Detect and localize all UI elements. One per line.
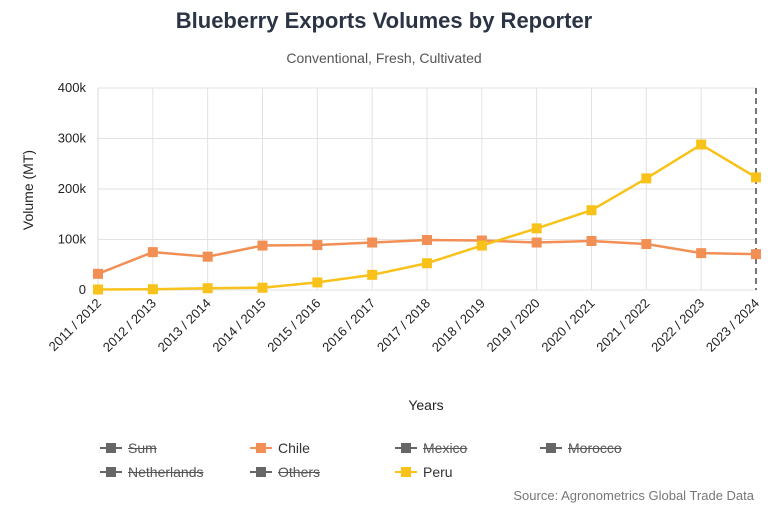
y-tick-label: 100k xyxy=(58,232,87,247)
data-point-peru[interactable] xyxy=(257,282,268,293)
data-point-chile[interactable] xyxy=(531,237,542,248)
x-tick-label: 2023 / 2024 xyxy=(703,296,762,355)
data-point-peru[interactable] xyxy=(476,240,487,251)
data-point-chile[interactable] xyxy=(641,239,652,250)
data-point-peru[interactable] xyxy=(531,223,542,234)
data-point-chile[interactable] xyxy=(367,237,378,248)
chart-subtitle: Conventional, Fresh, Cultivated xyxy=(286,50,482,66)
legend-label: Chile xyxy=(278,440,310,456)
legend-label: Sum xyxy=(128,440,157,456)
x-axis-title: Years xyxy=(408,397,443,413)
data-point-peru[interactable] xyxy=(93,284,103,295)
data-point-peru[interactable] xyxy=(312,277,323,288)
data-point-peru[interactable] xyxy=(422,258,432,269)
data-point-peru[interactable] xyxy=(586,205,597,216)
x-tick-label: 2016 / 2017 xyxy=(319,296,378,355)
data-point-peru[interactable] xyxy=(147,284,158,295)
data-point-chile[interactable] xyxy=(476,235,487,246)
x-tick-label: 2020 / 2021 xyxy=(538,296,597,355)
data-point-chile[interactable] xyxy=(202,251,213,262)
y-axis: 0 100k 200k 300k 400k xyxy=(58,80,99,297)
legend-item-peru[interactable]: Peru xyxy=(395,464,453,480)
data-point-peru[interactable] xyxy=(202,283,213,294)
legend-label: Peru xyxy=(423,464,453,480)
plot-area xyxy=(93,139,761,295)
legend-item-chile[interactable]: Chile xyxy=(250,440,310,456)
legend-symbol-icon xyxy=(100,466,122,478)
data-point-chile[interactable] xyxy=(312,240,323,251)
legend-item-netherlands[interactable]: Netherlands xyxy=(100,464,204,480)
x-tick-label: 2017 / 2018 xyxy=(374,296,433,355)
data-point-chile[interactable] xyxy=(586,236,597,247)
legend-symbol-icon xyxy=(395,442,417,454)
data-point-chile[interactable] xyxy=(257,240,268,251)
data-point-peru[interactable] xyxy=(367,269,378,280)
legend-label: Netherlands xyxy=(128,464,204,480)
x-tick-label: 2015 / 2016 xyxy=(264,296,323,355)
x-tick-label: 2013 / 2014 xyxy=(155,296,214,355)
y-tick-label: 400k xyxy=(58,80,87,95)
legend-symbol-icon xyxy=(250,442,272,454)
data-point-chile[interactable] xyxy=(751,249,761,260)
x-tick-label: 2011 / 2012 xyxy=(46,296,104,354)
data-point-chile[interactable] xyxy=(93,268,103,279)
y-tick-label: 200k xyxy=(58,181,87,196)
legend-item-morocco[interactable]: Morocco xyxy=(540,440,622,456)
legend-label: Others xyxy=(278,464,321,480)
legend-item-sum[interactable]: Sum xyxy=(100,440,157,456)
data-point-peru[interactable] xyxy=(751,172,761,183)
legend-item-mexico[interactable]: Mexico xyxy=(395,440,467,456)
y-tick-label: 0 xyxy=(79,282,86,297)
x-tick-label: 2019 / 2020 xyxy=(484,296,543,355)
legend-symbol-icon xyxy=(100,442,122,454)
legend-item-others[interactable]: Others xyxy=(250,464,320,480)
x-tick-label: 2022 / 2023 xyxy=(648,296,707,355)
data-point-chile[interactable] xyxy=(696,248,707,259)
x-tick-label: 2018 / 2019 xyxy=(429,296,488,355)
x-tick-label: 2012 / 2013 xyxy=(100,296,159,355)
legend-label: Mexico xyxy=(423,440,468,456)
data-point-peru[interactable] xyxy=(696,139,707,150)
legend-symbol-icon xyxy=(540,442,562,454)
chart-title: Blueberry Exports Volumes by Reporter xyxy=(175,8,593,33)
legend-symbol-icon xyxy=(250,466,272,478)
y-axis-title: Volume (MT) xyxy=(20,150,36,230)
data-point-peru[interactable] xyxy=(641,173,652,184)
x-tick-label: 2021 / 2022 xyxy=(593,296,652,355)
source-note: Source: Agronometrics Global Trade Data xyxy=(513,488,754,503)
data-point-chile[interactable] xyxy=(422,235,432,246)
legend-symbol-icon xyxy=(395,466,417,478)
legend-label: Morocco xyxy=(568,440,622,456)
x-tick-label: 2014 / 2015 xyxy=(209,296,268,355)
y-tick-label: 300k xyxy=(58,131,87,146)
data-point-chile[interactable] xyxy=(147,247,158,258)
